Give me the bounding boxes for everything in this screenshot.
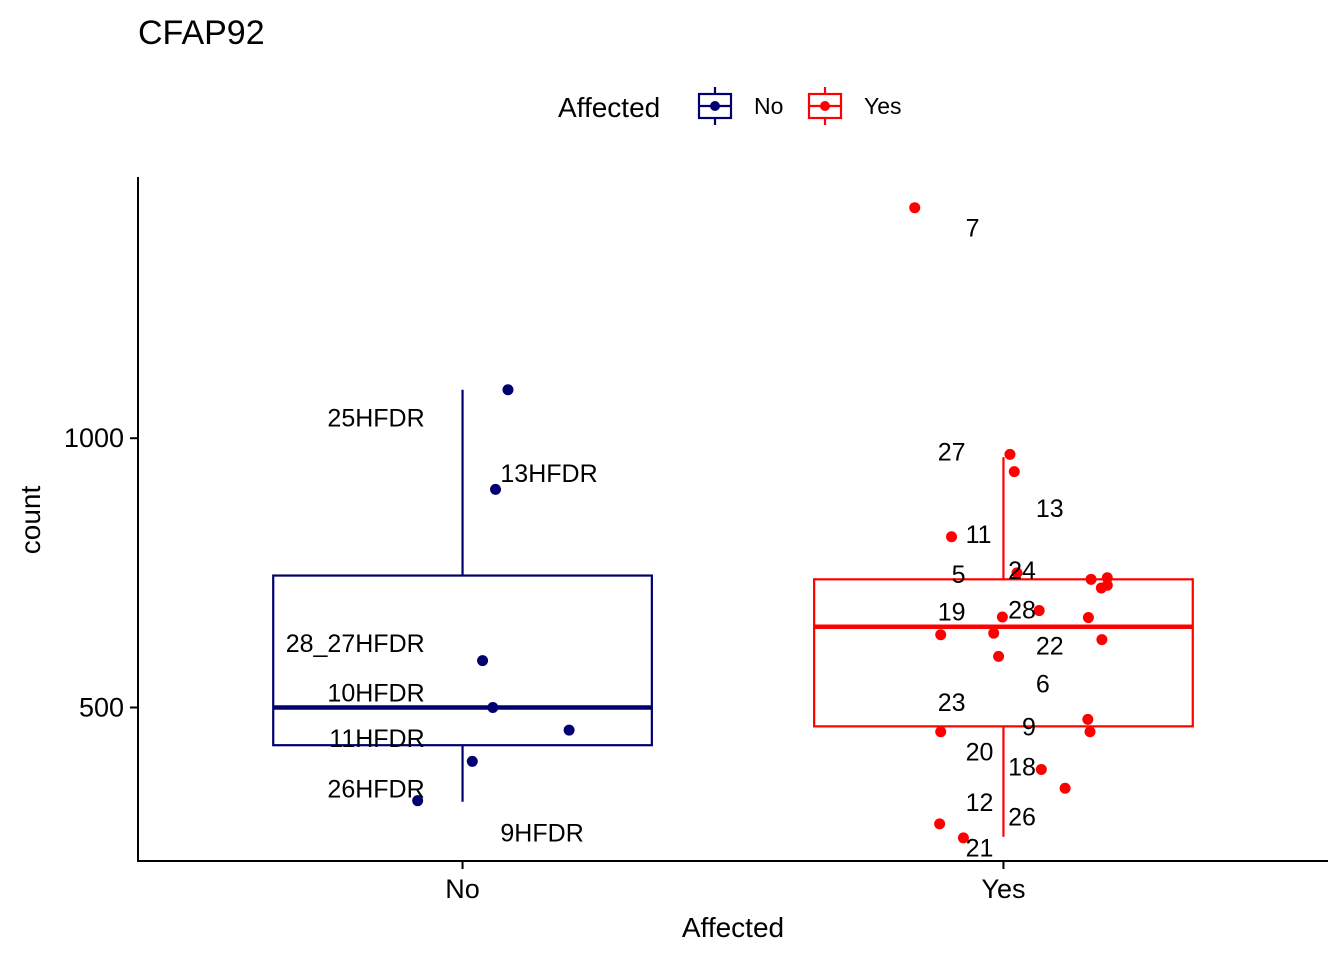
legend-point xyxy=(820,101,830,111)
data-point xyxy=(466,755,478,767)
box-no xyxy=(272,389,653,802)
box-iqr xyxy=(272,574,653,747)
legend: Affected No Yes xyxy=(558,87,902,125)
point-label: 25HFDR xyxy=(327,405,424,433)
legend-title: Affected xyxy=(558,92,660,123)
point-label: 22 xyxy=(1036,633,1064,661)
point-labels-layer: 25HFDR 13HFDR 28_27HFDR 10HFDR 11HFDR 26HFDR 9… xyxy=(286,215,1064,863)
point-label: 24 xyxy=(1008,557,1036,585)
point-label: 10HFDR xyxy=(327,679,424,707)
legend-key-yes: Yes xyxy=(807,87,902,125)
point-label: 12 xyxy=(966,789,994,817)
data-point xyxy=(909,202,921,214)
data-point xyxy=(988,627,1000,639)
y-tick-label: 1000 xyxy=(64,423,124,453)
data-point xyxy=(1059,782,1071,794)
legend-label: Yes xyxy=(864,93,902,119)
data-point xyxy=(1004,448,1016,460)
point-label: 9 xyxy=(1022,713,1036,741)
point-label: 19 xyxy=(938,599,966,627)
box-yes xyxy=(813,457,1194,837)
data-point xyxy=(1033,605,1045,617)
point-label: 20 xyxy=(966,739,994,767)
y-axis-title: count xyxy=(15,486,46,555)
point-label: 18 xyxy=(1008,754,1036,782)
box-iqr xyxy=(813,578,1194,728)
data-point xyxy=(477,655,489,667)
point-label: 6 xyxy=(1036,670,1050,698)
point-label: 11 xyxy=(966,521,992,549)
point-label: 11HFDR xyxy=(329,725,424,753)
point-label: 28_27HFDR xyxy=(286,630,425,658)
points-layer xyxy=(412,202,1113,844)
data-point xyxy=(490,483,502,495)
plot-area xyxy=(272,389,1194,837)
data-point xyxy=(1101,572,1113,584)
data-point xyxy=(412,795,424,807)
data-point xyxy=(1084,726,1096,738)
data-point xyxy=(957,832,969,844)
x-tick-label: No xyxy=(445,874,480,904)
data-point xyxy=(1008,466,1020,478)
point-label: 13 xyxy=(1036,495,1064,523)
legend-point xyxy=(710,101,720,111)
data-point xyxy=(946,531,958,543)
data-point xyxy=(935,629,947,641)
point-label: 13HFDR xyxy=(500,460,597,488)
point-label: 27 xyxy=(938,439,966,467)
point-label: 21 xyxy=(966,835,994,863)
data-point xyxy=(1101,579,1113,591)
point-label: 26HFDR xyxy=(327,775,424,803)
data-point xyxy=(1035,763,1047,775)
data-point xyxy=(1082,612,1094,624)
y-tick-label: 500 xyxy=(79,693,124,723)
data-point xyxy=(993,650,1005,662)
point-label: 5 xyxy=(952,561,966,589)
data-point xyxy=(502,384,514,396)
point-label: 28 xyxy=(1008,596,1036,624)
point-label: 7 xyxy=(966,215,980,243)
data-point xyxy=(935,726,947,738)
data-point xyxy=(1011,567,1023,579)
data-point xyxy=(487,702,499,714)
legend-key-no: No xyxy=(697,87,783,125)
x-axis-title: Affected xyxy=(682,912,784,943)
point-label: 23 xyxy=(938,689,966,717)
data-point xyxy=(1096,634,1108,646)
point-label: 26 xyxy=(1008,803,1036,831)
data-point xyxy=(1085,573,1097,585)
data-point xyxy=(996,611,1008,623)
point-label: 9HFDR xyxy=(500,819,583,847)
chart-title: CFAP92 xyxy=(138,14,265,52)
data-point xyxy=(934,818,946,830)
data-point xyxy=(563,724,575,736)
data-point xyxy=(1082,713,1094,725)
x-tick-label: Yes xyxy=(981,874,1025,904)
legend-label: No xyxy=(754,93,783,119)
